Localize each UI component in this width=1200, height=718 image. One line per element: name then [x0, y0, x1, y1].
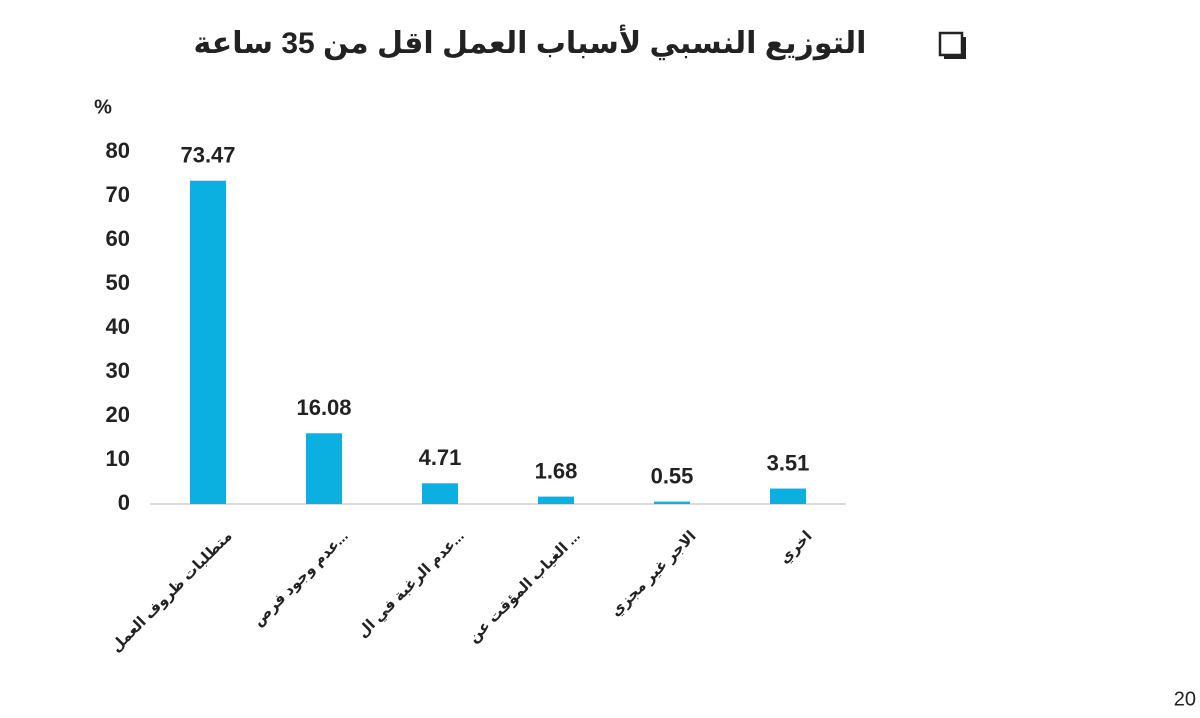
bar: [306, 433, 342, 504]
y-tick-label: 70: [106, 182, 130, 207]
value-label: 73.47: [180, 143, 235, 168]
bar: [422, 483, 458, 504]
bar: [538, 496, 574, 504]
y-tick-label: 10: [106, 446, 130, 471]
y-tick-label: 60: [106, 226, 130, 251]
chart-title: التوزيع النسبي لأسباب العمل اقل من 35 سا…: [194, 24, 867, 61]
value-label: 16.08: [296, 395, 351, 420]
y-tick-label: 40: [106, 314, 130, 339]
bar: [654, 501, 690, 504]
value-label: 3.51: [767, 450, 810, 475]
y-tick-label: 80: [106, 138, 130, 163]
y-tick-label: 0: [118, 490, 130, 515]
bar: [770, 488, 806, 504]
bullet-icon: [938, 31, 966, 59]
page-number: 20: [1174, 688, 1196, 710]
bullet-box: [938, 31, 964, 57]
y-tick-label: 30: [106, 358, 130, 383]
value-label: 0.55: [651, 463, 694, 488]
y-axis-label: %: [94, 96, 112, 118]
y-tick-label: 20: [106, 402, 130, 427]
bar: [190, 180, 226, 504]
value-label: 4.71: [419, 445, 462, 470]
value-label: 1.68: [535, 458, 578, 483]
y-tick-label: 50: [106, 270, 130, 295]
